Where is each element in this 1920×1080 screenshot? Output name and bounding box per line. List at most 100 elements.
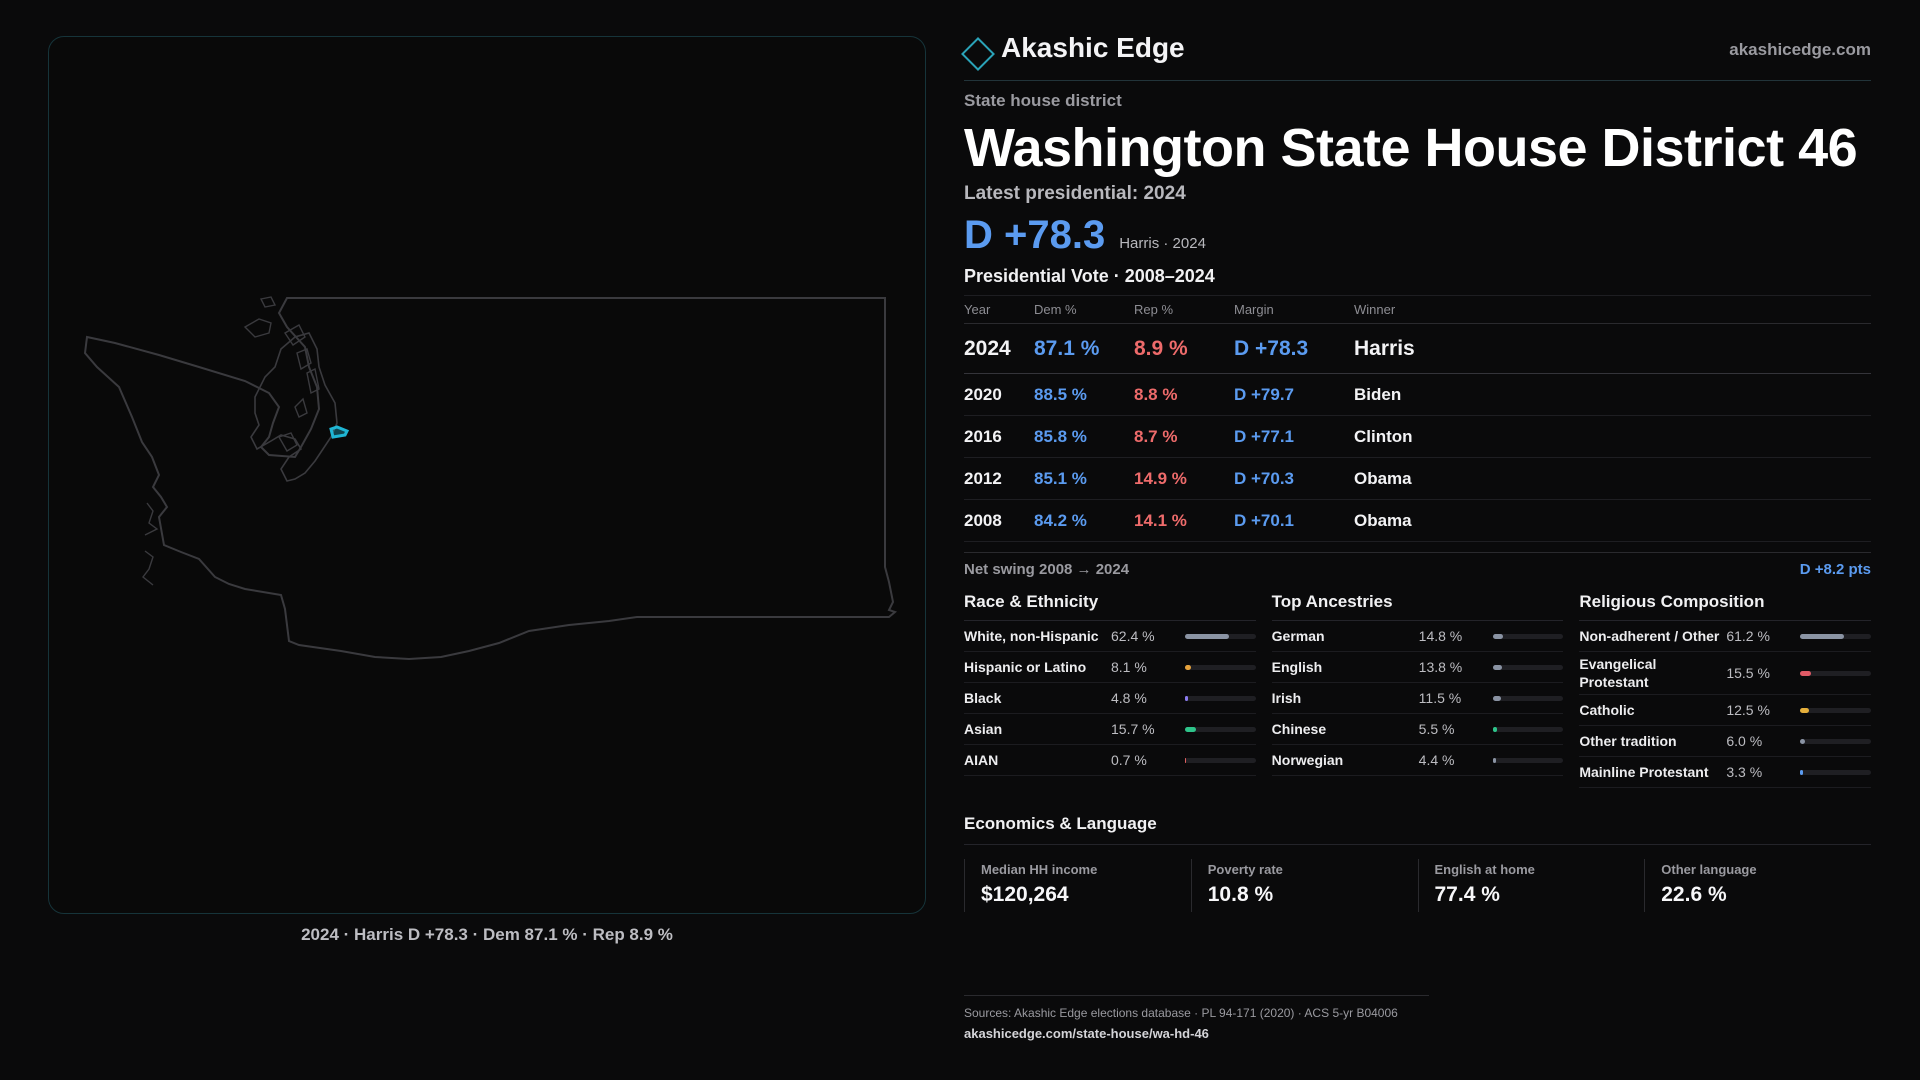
list-item: Chinese 5.5 % — [1271, 714, 1564, 745]
map-panel[interactable] — [48, 36, 926, 914]
row-percent: 12.5 % — [1726, 702, 1770, 718]
list-item: White, non-Hispanic 62.4 % — [964, 621, 1256, 652]
stat-label: Other language — [1661, 862, 1757, 877]
cell-year: 2016 — [964, 415, 1034, 458]
row-percent: 8.1 % — [1111, 659, 1147, 675]
row-percent: 15.7 % — [1111, 721, 1155, 737]
col-winner: Winner — [1354, 295, 1871, 324]
economics-title: Economics & Language — [964, 814, 1871, 845]
cell-dem: 85.8 % — [1034, 415, 1134, 458]
col-dem: Dem % — [1034, 295, 1134, 324]
row-percent: 62.4 % — [1111, 628, 1155, 644]
row-label: Non-adherent / Other — [1579, 628, 1720, 644]
row-label: Catholic — [1579, 702, 1635, 718]
row-bar-track — [1800, 670, 1872, 676]
row-percent: 5.5 % — [1418, 721, 1455, 737]
cell-rep: 8.7 % — [1134, 415, 1234, 458]
row-bar-track — [1185, 726, 1256, 732]
row-bar-fill — [1185, 757, 1186, 763]
latest-presidential-label: Latest presidential: 2024 — [964, 183, 1186, 204]
stat-poverty-rate: Poverty rate 10.8 % — [1190, 859, 1418, 912]
row-bar-track — [1800, 707, 1872, 713]
page-url-link[interactable]: akashicedge.com/state-house/wa-hd-46 — [964, 1026, 1209, 1041]
southwest-coast — [142, 502, 159, 586]
row-label: White, non-Hispanic — [964, 628, 1099, 644]
table-row: 2012 85.1 % 14.9 % D +70.3 Obama — [964, 457, 1871, 500]
row-bar-fill — [1800, 633, 1844, 639]
list-item: AIAN 0.7 % — [964, 745, 1256, 776]
brand-header: Akashic Edge akashicedge.com — [961, 30, 1871, 81]
list-item: Catholic 12.5 % — [1579, 695, 1872, 726]
sources-note: Sources: Akashic Edge elections database… — [964, 1006, 1398, 1020]
cell-rep: 14.9 % — [1134, 457, 1234, 500]
state-map[interactable] — [49, 37, 926, 914]
list-item: German 14.8 % — [1271, 621, 1564, 652]
district-46-shape[interactable] — [329, 425, 350, 439]
stat-value: $120,264 — [981, 883, 1069, 906]
row-bar-fill — [1492, 664, 1503, 670]
row-bar-fill — [1800, 738, 1805, 744]
state-outline — [83, 297, 898, 661]
district-type: State house district — [964, 91, 1122, 110]
cell-winner: Biden — [1354, 373, 1871, 416]
brand-name: Akashic Edge — [1001, 32, 1185, 63]
cell-margin: D +77.1 — [1234, 415, 1354, 458]
row-bar-fill — [1185, 633, 1230, 639]
list-item: English 13.8 % — [1271, 652, 1564, 683]
cell-dem: 85.1 % — [1034, 457, 1134, 500]
cell-winner: Clinton — [1354, 415, 1871, 458]
row-bar-fill — [1492, 757, 1496, 763]
cell-margin: D +70.1 — [1234, 499, 1354, 542]
cell-year: 2012 — [964, 457, 1034, 500]
net-swing-label: Net swing 2008 → 2024 — [964, 561, 1130, 578]
row-bar-track — [1185, 664, 1256, 670]
race-ethnicity-list: White, non-Hispanic 62.4 % Hispanic or Lat… — [964, 621, 1256, 776]
net-swing: Net swing 2008 → 2024 D +8.2 pts — [964, 552, 1871, 578]
col-year: Year — [964, 295, 1034, 324]
row-bar-track — [1800, 633, 1872, 639]
list-item: Non-adherent / Other 61.2 % — [1579, 621, 1872, 652]
religious-composition-list: Non-adherent / Other 61.2 % Evangelical Pr… — [1579, 621, 1872, 788]
list-item: Asian 15.7 % — [964, 714, 1256, 745]
row-bar-fill — [1185, 695, 1189, 701]
brand-url[interactable]: akashicedge.com — [1729, 40, 1871, 59]
row-label: German — [1271, 628, 1325, 644]
row-bar-fill — [1185, 664, 1191, 670]
detail-panel: Akashic Edge akashicedge.com State house… — [961, 30, 1872, 912]
col-margin: Margin — [1234, 295, 1354, 324]
cell-dem: 88.5 % — [1034, 373, 1134, 416]
diamond-logo-icon — [961, 37, 995, 71]
row-bar-track — [1185, 757, 1256, 763]
islands — [243, 296, 320, 452]
col-rep: Rep % — [1134, 295, 1234, 324]
cell-year: 2008 — [964, 499, 1034, 542]
puget-sound — [250, 332, 338, 482]
list-item: Evangelical Protestant 15.5 % — [1579, 652, 1872, 695]
stat-other-language: Other language 22.6 % — [1644, 859, 1871, 912]
stat-value: 22.6 % — [1661, 883, 1727, 906]
list-item: Mainline Protestant 3.3 % — [1579, 757, 1872, 788]
row-label: Irish — [1271, 690, 1302, 706]
row-bar-track — [1492, 664, 1564, 670]
stat-value: 10.8 % — [1207, 883, 1274, 906]
row-bar-fill — [1800, 707, 1810, 713]
row-bar-fill — [1800, 769, 1803, 775]
cell-dem: 87.1 % — [1034, 323, 1134, 374]
table-row: 2020 88.5 % 8.8 % D +79.7 Biden — [964, 373, 1871, 416]
row-label: Evangelical Protestant — [1579, 656, 1657, 690]
row-percent: 14.8 % — [1418, 628, 1463, 644]
table-row: 2008 84.2 % 14.1 % D +70.1 Obama — [964, 499, 1871, 542]
race-ethnicity-section: Race & Ethnicity White, non-Hispanic 62.4… — [964, 592, 1256, 788]
list-item: Other tradition 6.0 % — [1579, 726, 1872, 757]
row-percent: 11.5 % — [1418, 690, 1462, 706]
cell-margin: D +78.3 — [1234, 323, 1354, 374]
row-bar-track — [1492, 633, 1564, 639]
row-percent: 3.3 % — [1726, 764, 1763, 780]
row-bar-fill — [1492, 695, 1501, 701]
top-ancestries-title: Top Ancestries — [1271, 592, 1564, 621]
stat-label: Poverty rate — [1207, 862, 1283, 877]
cell-rep: 8.8 % — [1134, 373, 1234, 416]
cell-winner: Harris — [1354, 323, 1871, 374]
row-bar-fill — [1800, 670, 1812, 676]
row-percent: 15.5 % — [1726, 665, 1770, 681]
